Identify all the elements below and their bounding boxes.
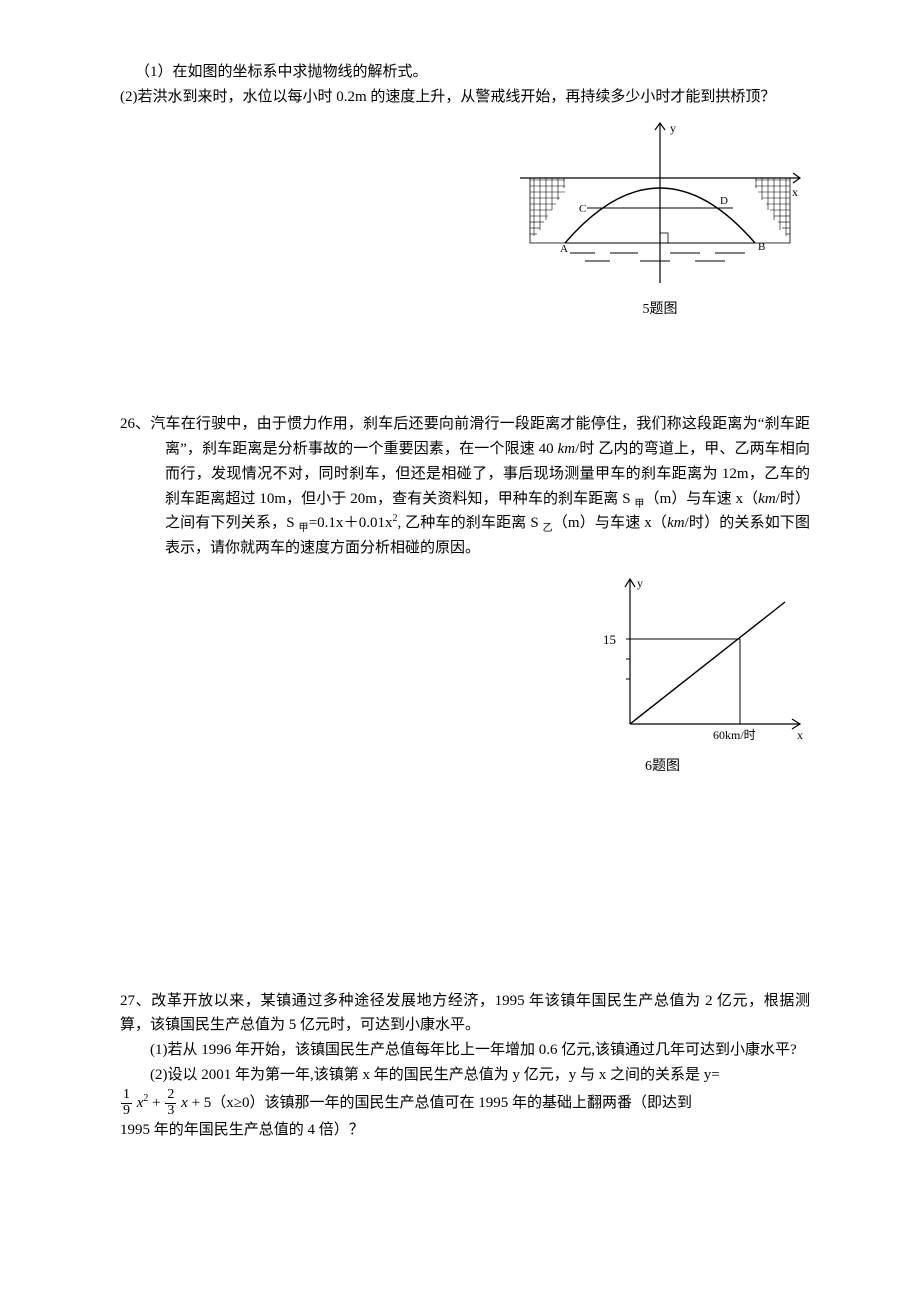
figure-5-svg: y x [510, 118, 810, 288]
frac-2-3: 2 3 [165, 1088, 176, 1118]
frac-2-3-num: 2 [165, 1088, 176, 1104]
spacer-1 [120, 327, 810, 412]
plus-1: + [148, 1095, 164, 1111]
figure-6-wrap: y x 15 60km/时 6题图 [120, 569, 810, 778]
point-a: A [560, 243, 568, 255]
q27-part1: (1)若从 1996 年开始，该镇国民生产总值每年比上一年增加 0.6 亿元,该… [120, 1038, 810, 1063]
plus-5: + 5 [188, 1095, 211, 1111]
frac-2-3-den: 3 [165, 1104, 176, 1119]
figure-5-caption: 5题图 [510, 298, 810, 321]
point-c: C [579, 203, 586, 215]
axis-y-label: y [670, 121, 676, 135]
spacer-2 [120, 784, 810, 989]
fig6-xtick-60: 60km/时 [713, 728, 756, 742]
axis-x-label: x [792, 185, 798, 199]
q27-part2b: （x≥0）该镇那一年的国民生产总值可在 1995 年的基础上翻两番（即达到 [211, 1095, 692, 1111]
fig6-x-label: x [797, 728, 803, 742]
q27-part2c: 1995 年的年国民生产总值的 4 倍）？ [120, 1118, 810, 1143]
q27-part2a: (2)设以 2001 年为第一年,该镇第 x 年的国民生产总值为 y 亿元，y … [120, 1063, 810, 1088]
figure-6-caption: 6题图 [585, 755, 810, 778]
point-b: B [758, 241, 765, 253]
q25-part2: (2)若洪水到来时，水位以每小时 0.2m 的速度上升，从警戒线开始，再持续多少… [120, 85, 810, 110]
q26-body: 26、汽车在行驶中，由于惯力作用，刹车后还要向前滑行一段距离才能停住，我们称这段… [120, 416, 810, 556]
frac-1-9-num: 1 [121, 1088, 132, 1104]
term-x2: x [133, 1095, 143, 1111]
frac-1-9-den: 9 [121, 1104, 132, 1119]
figure-6-svg: y x 15 60km/时 [585, 569, 810, 744]
point-d: D [720, 195, 728, 207]
q25-part1: （1）在如图的坐标系中求抛物线的解析式。 [120, 60, 810, 85]
q27-intro: 27、改革开放以来，某镇通过多种途径发展地方经济，1995 年该镇年国民生产总值… [120, 989, 810, 1039]
fig6-y-label: y [637, 576, 643, 590]
figure-5-wrap: y x [120, 118, 810, 322]
frac-1-9: 1 9 [121, 1088, 132, 1118]
q26-text: 26、汽车在行驶中，由于惯力作用，刹车后还要向前滑行一段距离才能停住，我们称这段… [120, 412, 810, 561]
q27-formula-line: 1 9 x2 + 2 3 x + 5（x≥0）该镇那一年的国民生产总值可在 19… [120, 1088, 810, 1119]
term-x: x [177, 1095, 187, 1111]
fig6-ytick-15: 15 [603, 632, 616, 647]
